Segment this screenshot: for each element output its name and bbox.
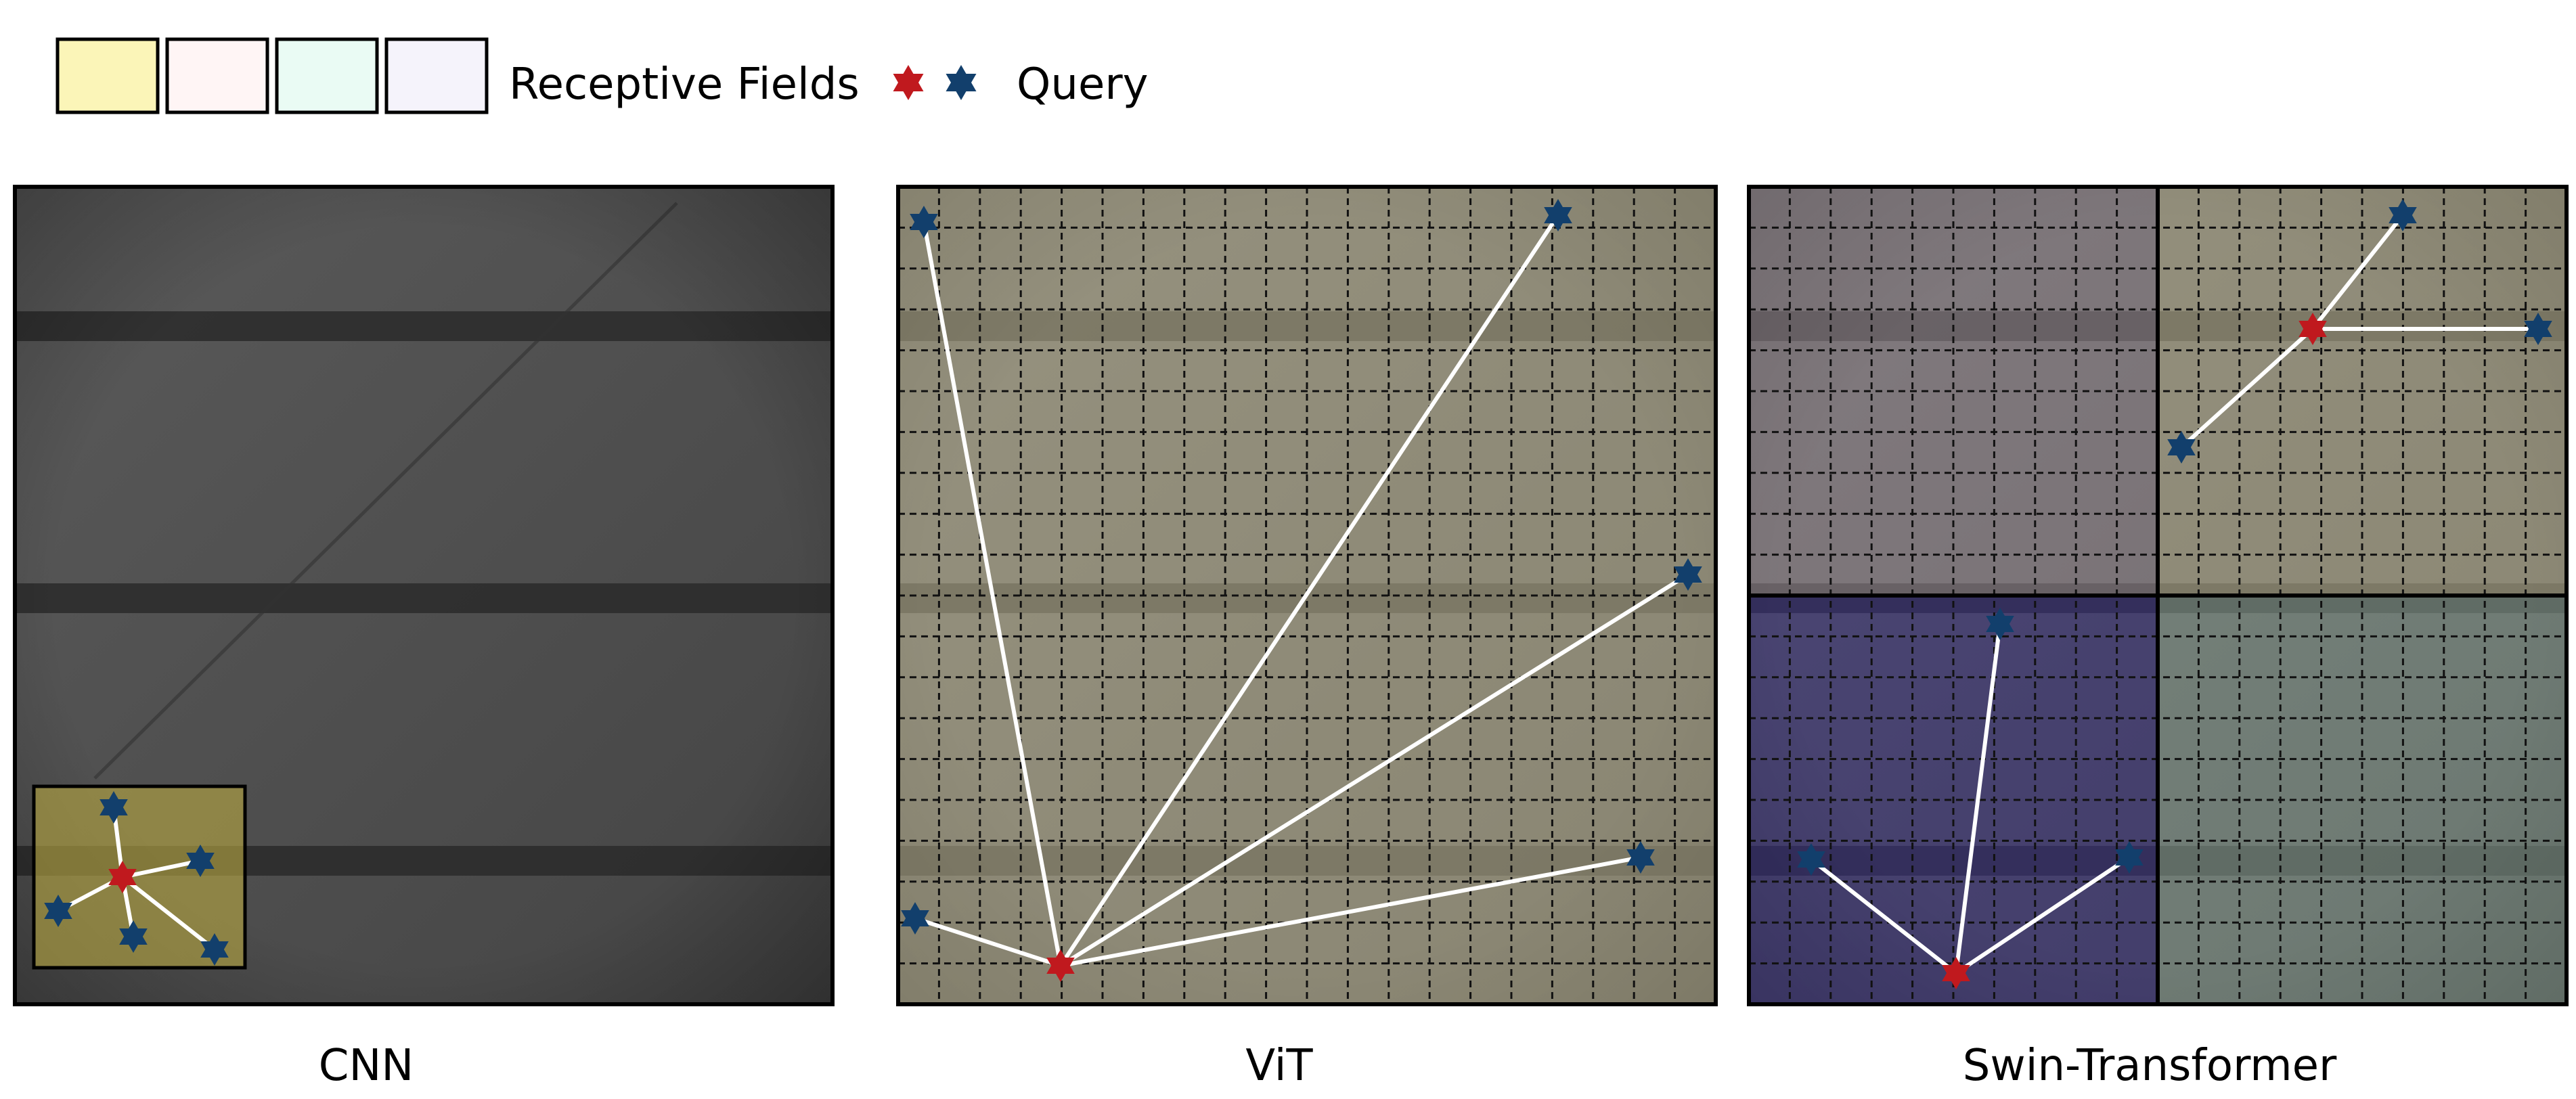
legend-query-center-star-icon	[893, 65, 924, 100]
legend-swatch-pink	[165, 37, 269, 114]
vit-neighbor-star-icon	[1674, 558, 1702, 591]
vit-patch-grid	[898, 187, 1716, 1004]
vit-query-link	[1059, 573, 1689, 968]
vit-query-link	[1059, 214, 1560, 967]
vit-center-star-icon	[1046, 949, 1075, 982]
swin-query-links	[1810, 214, 2538, 975]
vit-query-link	[922, 221, 1063, 966]
vit-neighbor-star-icon	[1544, 199, 1572, 231]
swin-caption: Swin-Transformer	[1963, 1041, 2337, 1091]
legend-swatch-mint	[275, 37, 379, 114]
cnn-neighbor-star-icon	[200, 933, 229, 966]
legend: Receptive Fields Query	[55, 37, 1149, 114]
legend-receptive-label: Receptive Fields	[509, 60, 860, 110]
swin-neighbor-star-icon	[2389, 199, 2417, 231]
swin-panel-border	[1747, 185, 2569, 1006]
vit-query-stars	[901, 199, 1702, 982]
vit-neighbor-star-icon	[901, 902, 929, 935]
swin-query-link	[1955, 855, 2131, 975]
vit-panel-border	[896, 185, 1718, 1006]
swin-center-star-icon	[2299, 313, 2327, 345]
panel-swin: Swin-Transformer	[1747, 185, 2569, 1091]
cnn-panel-border	[13, 185, 835, 1006]
cnn-neighbor-star-icon	[44, 895, 72, 927]
cnn-center-star-icon	[108, 861, 137, 893]
cnn-caption: CNN	[319, 1041, 414, 1091]
vit-query-link	[914, 916, 1061, 968]
swin-window-top-left	[1749, 187, 2158, 596]
swin-query-link	[2311, 214, 2405, 330]
swin-neighbor-star-icon	[1986, 608, 2014, 640]
vit-query-links	[914, 214, 1689, 968]
vit-query-link	[1060, 855, 1641, 968]
swin-query-link	[1810, 857, 1957, 975]
swin-center-star-icon	[1942, 957, 1970, 989]
legend-query-stars	[893, 65, 977, 100]
cnn-neighbor-star-icon	[99, 791, 128, 824]
swin-neighbor-star-icon	[2115, 841, 2144, 874]
cnn-neighbor-star-icon	[119, 920, 148, 953]
swin-query-link	[2179, 327, 2315, 449]
panel-cnn: CNN	[13, 185, 835, 1091]
swin-query-link	[1954, 623, 2002, 974]
panel-vit: ViT	[896, 185, 1718, 1091]
swin-neighbor-star-icon	[2167, 431, 2196, 464]
swin-neighbor-star-icon	[1797, 843, 1825, 876]
legend-query-neighbor-star-icon	[946, 65, 977, 100]
legend-query-label: Query	[1017, 60, 1149, 110]
vit-neighbor-star-icon	[1626, 841, 1655, 874]
vit-neighbor-star-icon	[910, 206, 938, 238]
cnn-query-stars	[44, 791, 229, 966]
swin-neighbor-star-icon	[2524, 313, 2552, 345]
legend-swatch-yellow	[55, 37, 160, 114]
vit-caption: ViT	[1245, 1041, 1313, 1091]
swin-query-stars	[1797, 199, 2552, 989]
legend-swatch-lavender	[384, 37, 489, 114]
cnn-query-link	[121, 875, 216, 951]
cnn-query-link	[122, 859, 201, 879]
cnn-neighbor-star-icon	[186, 845, 215, 877]
